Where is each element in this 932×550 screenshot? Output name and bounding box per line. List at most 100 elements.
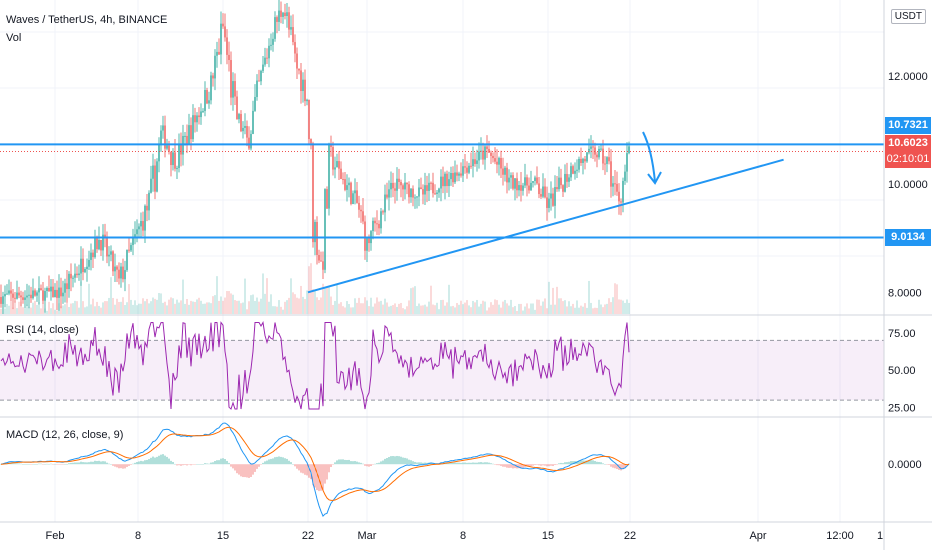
candle-body xyxy=(232,81,234,98)
candle-body xyxy=(20,295,22,298)
macd-histogram-bar xyxy=(254,464,256,472)
candle-body xyxy=(328,144,330,209)
volume-bar xyxy=(594,307,596,314)
candle-body xyxy=(560,177,562,186)
candle-body xyxy=(546,197,548,208)
volume-bar xyxy=(160,293,162,314)
candle-body xyxy=(8,290,10,294)
volume-bar xyxy=(116,298,118,314)
volume-bar xyxy=(432,304,434,314)
candle-body xyxy=(116,266,118,270)
macd-histogram-bar xyxy=(388,457,390,465)
candle-body xyxy=(442,176,444,187)
volume-bar xyxy=(256,297,258,314)
macd-histogram-bar xyxy=(382,460,384,465)
candle-body xyxy=(310,139,312,144)
volume-bar xyxy=(212,296,214,314)
candle-body xyxy=(366,237,368,251)
candle-body xyxy=(32,290,34,299)
candle-body xyxy=(286,12,288,17)
volume-bar xyxy=(154,298,156,314)
candle-body xyxy=(432,182,434,194)
candle-body xyxy=(322,261,324,270)
macd-histogram-bar xyxy=(224,459,226,465)
candle-body xyxy=(218,51,220,55)
candle-body xyxy=(258,80,260,82)
macd-histogram-bar xyxy=(38,463,40,465)
volume-bar xyxy=(598,299,600,314)
macd-histogram-bar xyxy=(12,463,14,465)
candle-body xyxy=(566,173,568,182)
macd-histogram-bar xyxy=(572,461,574,465)
macd-histogram-bar xyxy=(140,460,142,465)
macd-histogram-bar xyxy=(390,456,392,465)
candle-body xyxy=(250,133,252,149)
candle-body xyxy=(504,167,506,175)
macd-histogram-bar xyxy=(144,460,146,465)
volume-bar xyxy=(448,284,450,314)
candle-body xyxy=(512,175,514,189)
candle-body xyxy=(186,135,188,145)
currency-button[interactable]: USDT xyxy=(890,9,926,24)
macd-histogram-bar xyxy=(384,458,386,465)
candle-body xyxy=(528,185,530,191)
macd-histogram-bar xyxy=(562,463,564,465)
candle-body xyxy=(278,10,280,22)
macd-histogram-bar xyxy=(452,462,454,465)
macd-histogram-bar xyxy=(596,461,598,465)
macd-histogram-bar xyxy=(398,456,400,465)
volume-bar xyxy=(552,287,554,314)
candle-body xyxy=(426,185,428,191)
rsi-tick-label: 75.00 xyxy=(888,328,916,340)
volume-bar xyxy=(614,283,616,314)
volume-bar xyxy=(332,304,334,314)
volume-bar xyxy=(284,301,286,314)
macd-histogram-bar xyxy=(364,464,366,466)
volume-bar xyxy=(114,304,116,314)
macd-histogram-bar xyxy=(360,462,362,465)
macd-histogram-bar xyxy=(290,462,292,465)
time-tick-label: Feb xyxy=(46,530,65,542)
macd-histogram-bar xyxy=(76,462,78,465)
volume-bar xyxy=(22,307,24,314)
candle-body xyxy=(300,70,302,92)
macd-histogram-bar xyxy=(276,456,278,465)
volume-bar xyxy=(322,283,324,314)
volume-bar xyxy=(496,300,498,314)
candle-body xyxy=(524,177,526,186)
candle-body xyxy=(134,234,136,237)
support-price-badge: 9.0134 xyxy=(885,229,931,246)
candle-body xyxy=(90,252,92,260)
volume-bar xyxy=(86,306,88,314)
candle-body xyxy=(372,220,374,232)
volume-bar xyxy=(184,303,186,314)
candle-body xyxy=(628,146,630,154)
candle-body xyxy=(238,114,240,120)
volume-bar xyxy=(182,279,184,314)
volume-bar xyxy=(272,306,274,314)
candle-body xyxy=(248,137,250,149)
macd-histogram-bar xyxy=(62,464,64,465)
volume-bar xyxy=(252,294,254,314)
candle-body xyxy=(466,167,468,173)
macd-histogram-bar xyxy=(238,464,240,475)
macd-histogram-bar xyxy=(558,463,560,465)
volume-bar xyxy=(66,302,68,314)
volume-bar xyxy=(210,303,212,314)
volume-bar xyxy=(538,299,540,314)
candle-body xyxy=(216,51,218,56)
candle-body xyxy=(438,188,440,193)
macd-histogram-bar xyxy=(368,464,370,467)
volume-bar xyxy=(118,301,120,314)
volume-bar xyxy=(368,306,370,314)
volume-bar xyxy=(238,300,240,314)
candle-body xyxy=(340,168,342,179)
time-tick-label: 8 xyxy=(460,530,466,542)
volume-bar xyxy=(260,298,262,314)
volume-bar xyxy=(8,305,10,314)
macd-histogram-bar xyxy=(588,460,590,465)
macd-histogram-bar xyxy=(104,461,106,465)
volume-bar xyxy=(76,301,78,314)
